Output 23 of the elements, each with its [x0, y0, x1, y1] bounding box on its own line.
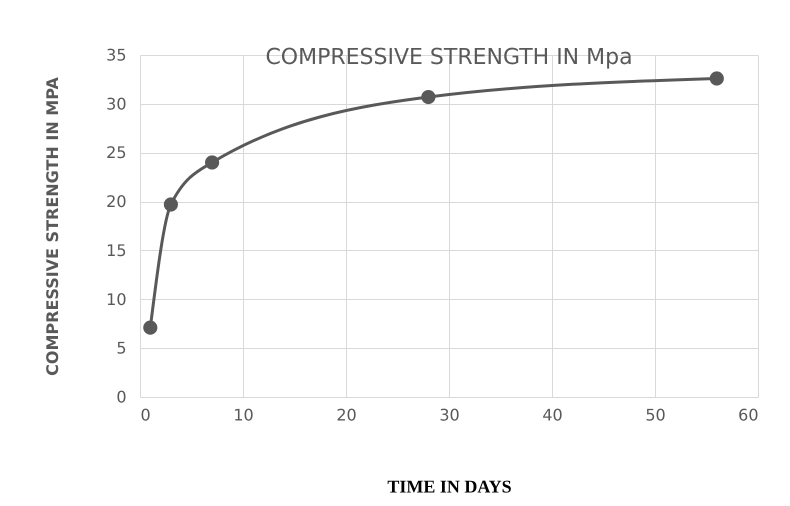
y-axis-title: COMPRESSIVE STRENGTH IN MPA [43, 76, 62, 376]
y-tick-label: 0 [116, 388, 126, 406]
x-tick-label: 30 [439, 406, 460, 424]
chart-title: COMPRESSIVE STRENGTH IN Mpa [265, 45, 633, 70]
point [710, 71, 724, 86]
x-tick-label: 60 [738, 406, 758, 424]
y-tick-label: 5 [116, 338, 126, 358]
x-tick-label: 40 [542, 406, 563, 424]
x-tick-label: 50 [645, 406, 666, 424]
x-tick-label: 10 [233, 406, 254, 424]
x-tick-label: 0 [140, 406, 151, 424]
point [164, 197, 178, 212]
y-tick-label: 10 [106, 290, 126, 309]
point [205, 155, 220, 170]
point [421, 90, 436, 104]
x-axis-title: TIME IN DAYS [387, 476, 512, 496]
y-tick-label: 30 [106, 94, 126, 114]
y-tick-label: 25 [106, 143, 126, 162]
x-tick-label: 20 [336, 406, 357, 424]
point [143, 320, 158, 335]
y-tick-label: 35 [106, 46, 126, 64]
y-tick-label: 15 [106, 240, 126, 260]
y-tick-label: 20 [106, 192, 126, 212]
